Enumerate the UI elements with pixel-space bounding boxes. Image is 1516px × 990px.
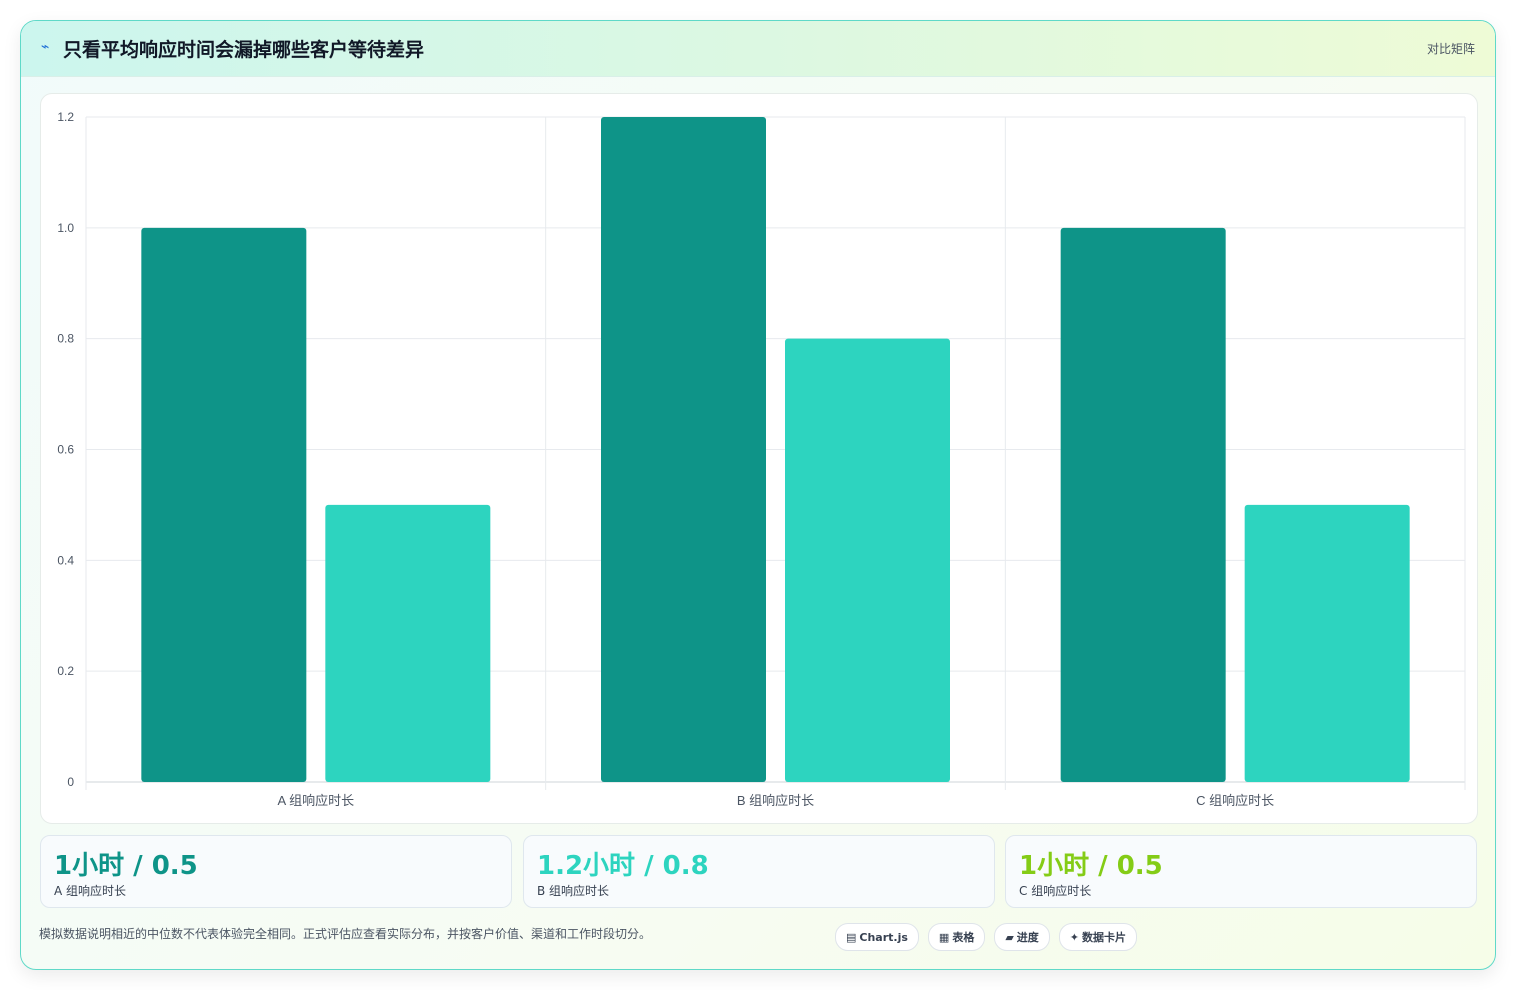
sparkle-icon: ✦ [1069, 930, 1080, 944]
progress-icon: ▰ [1005, 930, 1014, 944]
bar [1244, 504, 1410, 782]
bar [325, 504, 491, 782]
x-tick-label: B 组响应时长 [737, 793, 814, 808]
stat-card-a: 1小时 / 0.5 A 组响应时长 [40, 835, 512, 908]
badge-table[interactable]: ▦ 表格 [927, 923, 986, 951]
stat-card-b: 1.2小时 / 0.8 B 组响应时长 [523, 835, 995, 908]
bar [601, 117, 766, 782]
stat-label-b: B 组响应时长 [537, 884, 610, 898]
bar [785, 338, 950, 782]
y-tick-label: 1.2 [57, 110, 74, 124]
y-tick-label: 0 [67, 775, 74, 789]
bar-chart: 0 0.2 0.4 0.6 0.8 1.0 1.2 A 组响应时长 B 组响应时长 C 组响应时长 [57, 110, 1466, 808]
y-tick-label: 1.0 [57, 221, 74, 235]
badge-label: Chart.js [859, 930, 908, 944]
badge-progress[interactable]: ▰ 进度 [994, 923, 1050, 951]
y-tick-label: 0.8 [57, 332, 74, 346]
badge-label: 表格 [952, 931, 975, 944]
stat-label-c: C 组响应时长 [1019, 884, 1092, 898]
badge-data-cards[interactable]: ✦ 数据卡片 [1058, 923, 1138, 951]
stat-value-a: 1小时 / 0.5 [54, 851, 198, 881]
badge-row: ▤ Chart.js ▦ 表格 ▰ 进度 ✦ 数据卡片 [835, 923, 1138, 951]
bar [1060, 227, 1226, 783]
bar [141, 227, 307, 783]
chart-card: ⌁ 只看平均响应时间会漏掉哪些客户等待差异 对比矩阵 0 0.2 0.4 0.6 0.8… [20, 20, 1496, 970]
card-header: ⌁ 只看平均响应时间会漏掉哪些客户等待差异 对比矩阵 [21, 21, 1495, 77]
chart-icon: ▤ [846, 930, 857, 944]
footnote: 模拟数据说明相近的中位数不代表体验完全相同。正式评估应查看实际分布，并按客户价值… [39, 927, 652, 941]
pulse-icon: ⌁ [41, 39, 50, 55]
badge-label: 进度 [1016, 931, 1039, 944]
badge-label: 数据卡片 [1082, 931, 1127, 944]
page-title: 只看平均响应时间会漏掉哪些客户等待差异 [63, 39, 425, 61]
y-tick-label: 0.2 [57, 664, 74, 678]
stat-card-c: 1小时 / 0.5 C 组响应时长 [1005, 835, 1477, 908]
y-tick-label: 0.4 [57, 553, 74, 567]
header-tag: 对比矩阵 [1426, 42, 1475, 56]
stat-value-c: 1小时 / 0.5 [1019, 851, 1163, 881]
badge-chartjs[interactable]: ▤ Chart.js [835, 923, 919, 951]
y-tick-label: 0.6 [57, 443, 74, 457]
x-tick-label: C 组响应时长 [1196, 793, 1274, 808]
stat-value-b: 1.2小时 / 0.8 [537, 851, 709, 881]
chart-panel: 0 0.2 0.4 0.6 0.8 1.0 1.2 A 组响应时长 B 组响应时长 C 组响应时长 [40, 93, 1478, 824]
table-icon: ▦ [938, 930, 950, 944]
x-tick-label: A 组响应时长 [278, 793, 355, 808]
stat-label-a: A 组响应时长 [54, 884, 127, 898]
